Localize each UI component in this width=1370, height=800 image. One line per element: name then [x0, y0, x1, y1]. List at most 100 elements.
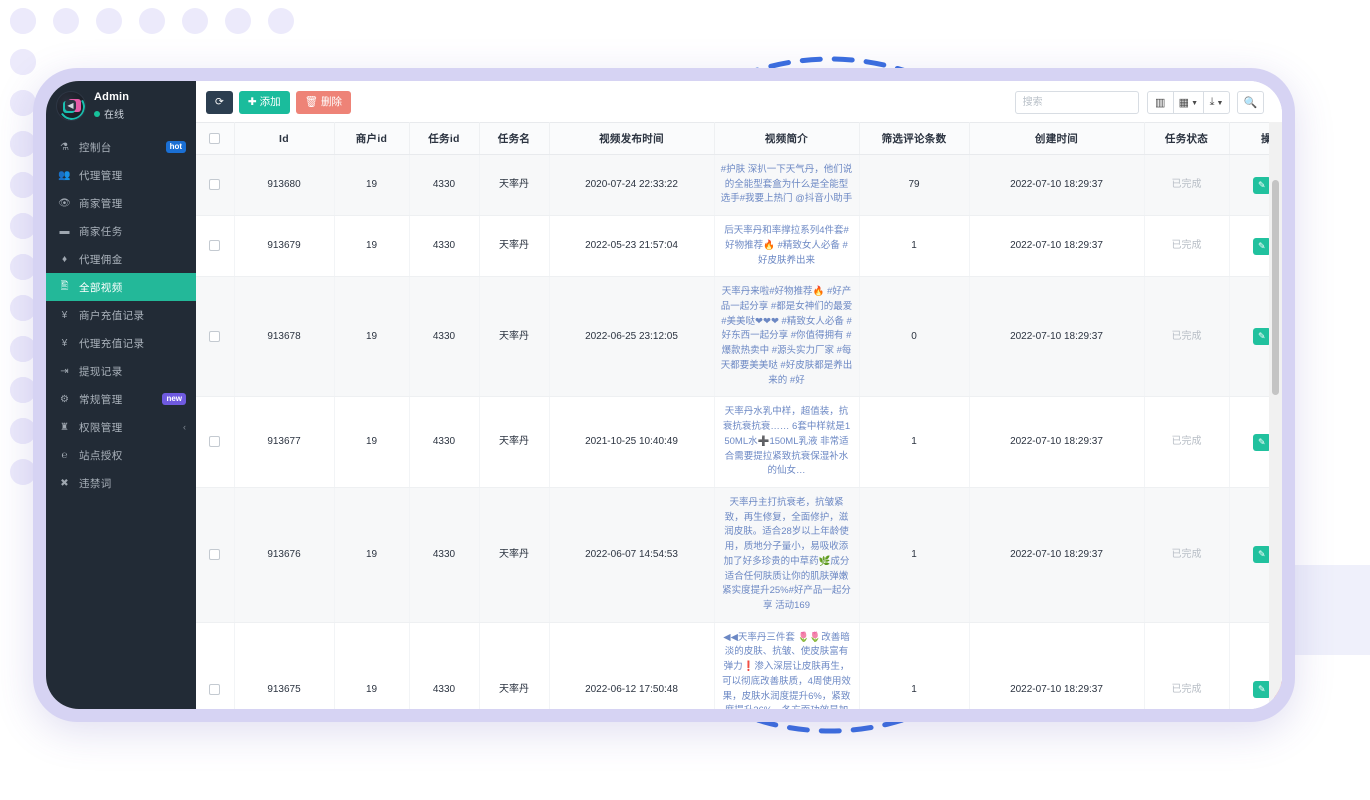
decorative-dot [10, 49, 36, 75]
edit-row-button[interactable]: ✎ [1252, 546, 1271, 564]
table-scroll-area[interactable]: Id 商户id 任务id 任务名 视频发布时间 视频简介 筛选评论条数 创建时间… [196, 122, 1282, 709]
cell-create-time: 2022-07-10 18:29:37 [969, 396, 1145, 488]
cell-task-status: 已完成 [1144, 154, 1230, 217]
edit-row-button[interactable]: ✎ [1252, 237, 1271, 255]
cell-task-id: 4330 [409, 215, 480, 278]
merchant-eye-icon: 👁 [58, 197, 71, 209]
sidebar-item-5[interactable]: 🖺 全部视频 [46, 273, 196, 301]
sidebar-item-9[interactable]: ⚙ 常规管理 new [46, 385, 196, 413]
sidebar-item-3[interactable]: ▬ 商家任务 [46, 217, 196, 245]
row-checkbox[interactable] [209, 240, 221, 252]
sidebar-item-label: 商户充值记录 [79, 309, 145, 322]
cell-video-desc: 天率丹水乳中样，超值装，抗衰抗衰抗衰…… 6套中样就是150ML水➕150ML乳… [714, 396, 860, 488]
refresh-button[interactable]: ⟳ [206, 91, 233, 114]
cell-video-desc: 后天率丹和率撑拉系列4件套#好物推荐🔥 #精致女人必备 #好皮肤养出来 [714, 215, 860, 278]
delete-button[interactable]: 🗑 删除 [295, 91, 351, 114]
status-label: 在线 [104, 110, 124, 121]
col-task-status[interactable]: 任务状态 [1144, 122, 1230, 155]
sidebar-item-8[interactable]: ⇥ 提现记录 [46, 357, 196, 385]
cell-comment-count: 1 [859, 487, 970, 623]
cell-task-status: 已完成 [1144, 215, 1230, 278]
cell-id: 913680 [234, 154, 335, 217]
cell-create-time: 2022-07-10 18:29:37 [969, 215, 1145, 278]
sidebar-item-label: 代理管理 [79, 169, 123, 182]
export-icon-button[interactable]: ⤓ ▼ [1203, 91, 1230, 114]
search-input[interactable] [1014, 91, 1139, 114]
select-all-checkbox[interactable] [209, 133, 221, 145]
vertical-scrollbar-thumb[interactable] [1272, 180, 1279, 395]
row-checkbox[interactable] [209, 330, 221, 342]
sidebar-item-12[interactable]: ✖ 违禁词 [46, 469, 196, 497]
auth-icon: ℮ [61, 449, 68, 461]
sidebar-item-label: 违禁词 [79, 477, 112, 490]
cell-select [196, 396, 235, 488]
add-button[interactable]: ✚ 添加 [238, 91, 290, 114]
cell-comment-count: 1 [859, 215, 970, 278]
sidebar-badge-new: new [162, 392, 186, 406]
delete-button-label: 删除 [320, 96, 342, 109]
col-task-name[interactable]: 任务名 [479, 122, 550, 155]
sidebar-item-10[interactable]: ♜ 权限管理 ‹ [46, 413, 196, 441]
columns-icon-button[interactable]: ▥ [1146, 91, 1174, 114]
cell-comment-count: 79 [859, 154, 970, 217]
video-file-icon: 🖺 [60, 280, 69, 292]
table-row[interactable]: 913680 19 4330 天率丹 2020-07-24 22:33:22 #护肤 深扒… [196, 154, 1282, 217]
sidebar-nav: ⚗ 控制台 hot 👥 代理管理 👁 商家管理 ▬ 商家任务 ♦ 代理佣金 🖺 全部视频 ¥ 商户充值记录 ¥… [46, 133, 196, 497]
edit-row-button[interactable]: ✎ [1252, 433, 1271, 451]
sidebar-item-label: 权限管理 [79, 421, 123, 434]
sidebar-item-2[interactable]: 👁 商家管理 [46, 189, 196, 217]
shield-users-icon: ♜ [60, 421, 69, 433]
col-video-desc[interactable]: 视频简介 [714, 122, 860, 155]
cell-publish-time: 2022-06-12 17:50:48 [549, 622, 715, 709]
cell-id: 913679 [234, 215, 335, 278]
edit-row-button[interactable]: ✎ [1252, 681, 1271, 699]
cell-create-time: 2022-07-10 18:29:37 [969, 622, 1145, 709]
cell-comment-count: 0 [859, 276, 970, 398]
sidebar-item-0[interactable]: ⚗ 控制台 hot [46, 133, 196, 161]
edit-row-button[interactable]: ✎ [1252, 176, 1271, 194]
row-checkbox[interactable] [209, 683, 221, 695]
row-checkbox[interactable] [209, 548, 221, 560]
col-merchant-id[interactable]: 商户id [334, 122, 410, 155]
cell-merchant-id: 19 [334, 396, 410, 488]
sidebar-item-7[interactable]: ¥ 代理充值记录 [46, 329, 196, 357]
search-icon-button[interactable]: 🔍 [1237, 91, 1264, 114]
avatar[interactable]: ◀ [56, 91, 86, 121]
row-checkbox[interactable] [209, 179, 221, 191]
withdraw-icon: ⇥ [60, 365, 69, 377]
edit-row-button[interactable]: ✎ [1252, 328, 1271, 346]
col-publish-time[interactable]: 视频发布时间 [549, 122, 715, 155]
col-task-id[interactable]: 任务id [409, 122, 480, 155]
col-create-time[interactable]: 创建时间 [969, 122, 1145, 155]
view-tool-group: ▥ ▦ ▼ ⤓ ▼ [1146, 91, 1230, 114]
table-row[interactable]: 913676 19 4330 天率丹 2022-06-07 14:54:53 天率丹主打抗… [196, 487, 1282, 623]
cell-id: 913676 [234, 487, 335, 623]
col-id[interactable]: Id [234, 122, 335, 155]
cell-task-name: 天率丹 [479, 215, 550, 278]
decorative-dot [182, 8, 208, 34]
row-checkbox[interactable] [209, 436, 221, 448]
sidebar-item-4[interactable]: ♦ 代理佣金 [46, 245, 196, 273]
sidebar-item-label: 代理充值记录 [79, 337, 145, 350]
table-row[interactable]: 913679 19 4330 天率丹 2022-05-23 21:57:04 后天率丹和率… [196, 215, 1282, 278]
yuan-icon: ¥ [61, 337, 68, 349]
cell-create-time: 2022-07-10 18:29:37 [969, 154, 1145, 217]
cell-task-status: 已完成 [1144, 396, 1230, 488]
sidebar-item-6[interactable]: ¥ 商户充值记录 [46, 301, 196, 329]
table-row[interactable]: 913675 19 4330 天率丹 2022-06-12 17:50:48 ◀◀天率丹三… [196, 622, 1282, 709]
decorative-dot [96, 8, 122, 34]
cell-task-id: 4330 [409, 622, 480, 709]
grid-icon-button[interactable]: ▦ ▼ [1172, 91, 1204, 114]
sidebar-badge-hot: hot [165, 140, 186, 154]
col-comment-count[interactable]: 筛选评论条数 [859, 122, 970, 155]
cell-id: 913675 [234, 622, 335, 709]
sidebar-item-11[interactable]: ℮ 站点授权 [46, 441, 196, 469]
cell-publish-time: 2020-07-24 22:33:22 [549, 154, 715, 217]
select-all-header [196, 122, 235, 155]
sidebar-item-1[interactable]: 👥 代理管理 [46, 161, 196, 189]
cell-select [196, 215, 235, 278]
table-row[interactable]: 913677 19 4330 天率丹 2021-10-25 10:40:49 天率丹水乳中… [196, 396, 1282, 488]
cell-publish-time: 2022-06-25 23:12:05 [549, 276, 715, 398]
status-dot-icon [94, 110, 100, 117]
table-row[interactable]: 913678 19 4330 天率丹 2022-06-25 23:12:05 天率丹来啦#… [196, 276, 1282, 398]
